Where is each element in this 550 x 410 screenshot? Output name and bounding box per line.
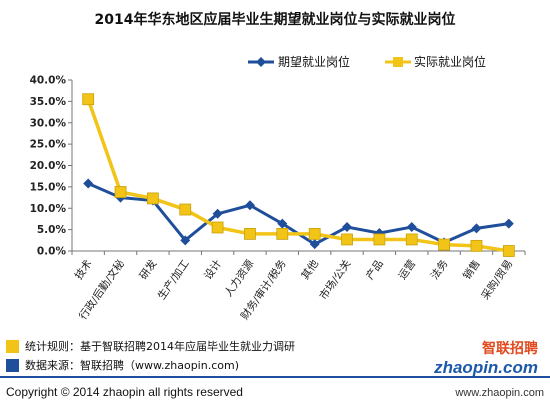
axes: 0.0% 5.0% 10.0% 15.0% 20.0% 25.0% 30.0% 35.0% 40… [30,75,526,322]
x-tick-label: 研发 [137,257,160,282]
legend-label: 期望就业岗位 [278,54,350,69]
data-source-note: 数据来源：智联招聘（www.zhaopin.com) [6,357,239,373]
data-point-actual [438,238,451,251]
data-point-actual [179,203,192,216]
data-point-expected [212,208,223,219]
x-tick-label: 技术 [72,257,95,282]
footer: Copyright © 2014 zhaopin all rights rese… [0,376,550,410]
zhaopin-logo: 智联招聘 zhaopin.com [434,338,538,378]
data-point-actual [373,233,386,246]
data-point-expected [503,218,514,229]
stat-rule-note: 统计规则：基于智联招聘2014年应届毕业生就业力调研 [6,338,295,354]
x-tick-label: 产品 [363,257,386,282]
logo-en: zhaopin.com [434,358,538,377]
series-line-2 [86,98,510,253]
data-point-expected [342,222,353,233]
data-point-actual [146,192,159,205]
legend: 期望就业岗位 实际就业岗位 [248,54,486,69]
x-tick-label: 运营 [396,257,419,282]
logo-cn: 智联招聘 [482,341,538,357]
data-source-text: 数据来源：智联招聘（www.zhaopin.com) [25,359,239,372]
copyright-text: Copyright © 2014 zhaopin all rights rese… [6,385,243,399]
data-point-actual [502,245,515,257]
data-point-expected [406,222,417,233]
y-tick-label: 20.0% [30,160,67,172]
x-tick-label: 其他 [298,257,321,282]
data-point-actual [82,93,95,106]
y-tick-label: 40.0% [30,75,67,87]
x-tick-label: 人力资源 [222,257,257,299]
line-chart: 2014年华东地区应届毕业生期望就业岗位与实际就业岗位 期望就业岗位 实际就业岗位… [30,11,526,322]
data-point-expected [471,223,482,234]
blue-square-icon [6,358,19,372]
x-tick-label: 销售 [460,257,483,282]
y-tick-label: 5.0% [37,224,67,236]
x-tick-label: 生产/加工 [155,257,192,302]
x-tick-label: 法务 [428,257,451,282]
chart-title: 2014年华东地区应届毕业生期望就业岗位与实际就业岗位 [95,11,456,28]
legend-marker [393,57,403,67]
data-point-actual [405,233,418,246]
y-tick-label: 0.0% [37,246,67,258]
y-tick-label: 25.0% [30,139,67,151]
data-point-actual [211,221,224,234]
data-point-expected [309,239,320,250]
footer-url: www.zhaopin.com [455,387,544,399]
legend-label: 实际就业岗位 [414,54,486,69]
legend-marker [256,57,266,67]
data-point-expected [83,178,94,189]
data-point-actual [244,227,256,240]
x-tick-label: 采购/贸易 [479,257,516,302]
data-point-expected [277,218,288,229]
data-point-actual [276,227,289,240]
stat-rule-text: 统计规则：基于智联招聘2014年应届毕业生就业力调研 [25,340,295,353]
data-point-expected [244,200,255,211]
data-point-actual [114,186,127,198]
y-tick-label: 30.0% [30,117,67,129]
y-tick-label: 15.0% [30,181,67,193]
data-point-actual [341,233,353,246]
data-point-actual [308,227,321,240]
x-tick-label: 市场/公关 [317,257,354,302]
data-point-actual [470,239,483,252]
yellow-square-icon [6,339,19,353]
y-tick-label: 10.0% [30,203,67,215]
plot-area [82,93,515,257]
data-point-expected [180,235,191,246]
x-tick-label: 设计 [201,257,224,282]
y-tick-label: 35.0% [30,96,67,108]
